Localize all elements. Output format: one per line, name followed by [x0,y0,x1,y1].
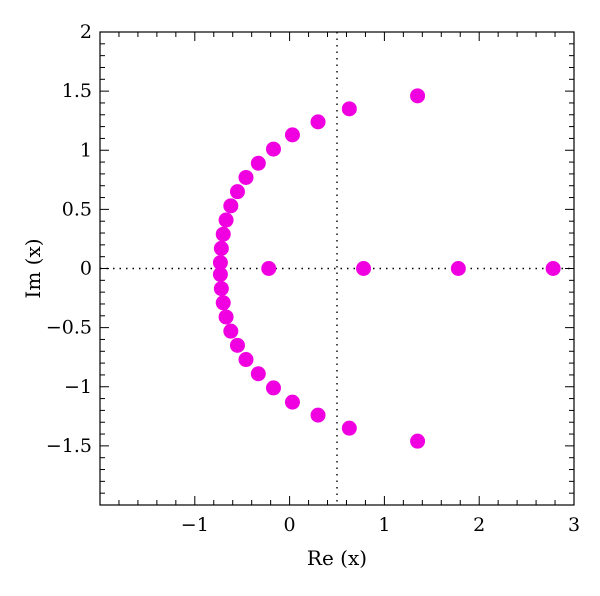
data-point [218,309,234,325]
data-point [229,184,245,200]
data-point [213,240,229,256]
y-tick-label: 0 [80,258,92,280]
y-tick-label: −0.5 [46,317,92,339]
x-tick-label: 3 [568,514,580,536]
x-tick-label: 1 [378,514,390,536]
x-axis-label: Re (x) [307,546,367,570]
data-point [410,433,426,449]
data-point [238,352,254,368]
data-point [218,212,234,228]
data-point [284,127,300,143]
plot-frame [99,31,575,506]
data-point [356,261,372,276]
data-point [284,394,300,410]
data-point [212,266,228,282]
reference-lines [100,32,574,505]
data-point [265,141,281,157]
data-point [545,261,561,276]
axis-ticks [99,31,575,506]
x-tick-label: −1 [181,514,209,536]
data-point [215,295,231,311]
data-point [450,261,466,276]
data-point [250,366,266,382]
y-tick-label: 0.5 [62,198,92,220]
y-tick-label: 1 [80,139,92,161]
data-point [223,198,239,214]
data-point [261,261,277,276]
data-point [310,114,326,130]
data-point [265,380,281,396]
data-point [410,88,426,104]
data-point [229,337,245,353]
data-point [212,255,228,271]
y-tick-label: 2 [80,21,92,43]
data-point [341,101,357,117]
data-point [215,226,231,242]
data-point [238,169,254,185]
y-tick-label: −1 [64,376,92,398]
y-tick-label: 1.5 [62,80,92,102]
tick-labels: −1 0 1 2 3 2 1.5 1 0.5 0 −0.5 −1 −1.5 [46,21,580,536]
data-points [212,88,561,449]
x-tick-label: 2 [473,514,485,536]
y-axis-label: Im (x) [21,238,45,298]
data-point [223,323,239,339]
data-point [213,281,229,297]
data-point [310,407,326,423]
y-tick-label: −1.5 [46,435,92,457]
data-point [250,155,266,171]
data-point [341,420,357,436]
x-tick-label: 0 [284,514,296,536]
